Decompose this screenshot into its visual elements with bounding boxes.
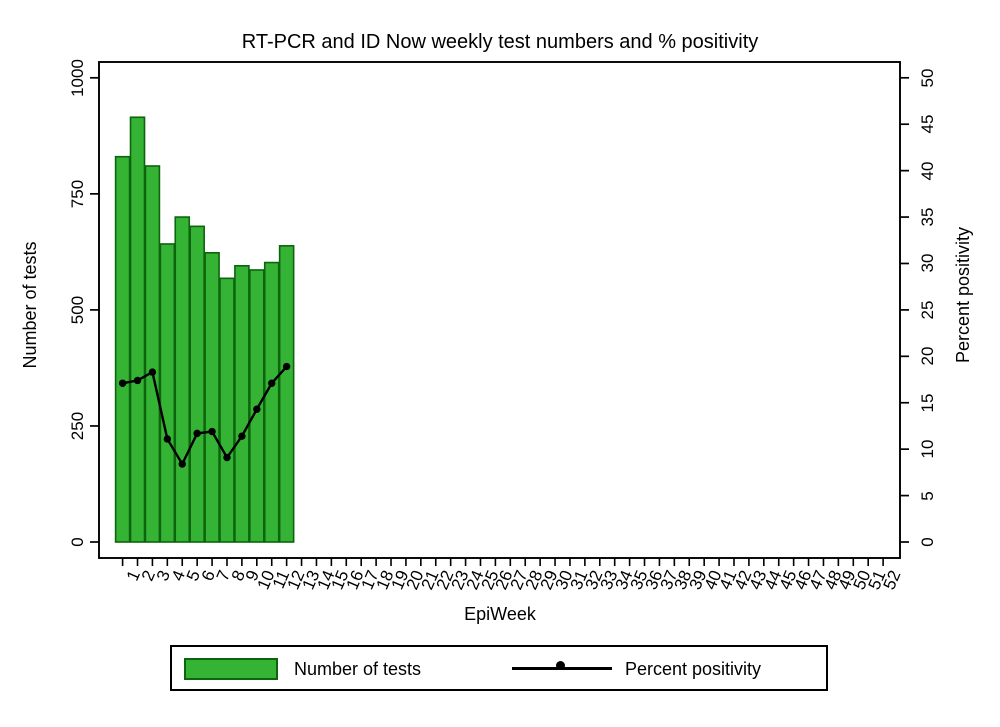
- legend: Number of tests Percent positivity: [170, 645, 828, 691]
- legend-label-number-of-tests: Number of tests: [294, 659, 422, 679]
- bar-week-11: [263, 261, 280, 543]
- positivity-point-week-1: [118, 379, 127, 387]
- positivity-point-week-6: [193, 429, 201, 438]
- legend-label-percent-positivity: Percent positivity: [625, 659, 762, 679]
- positivity-point-week-10: [253, 405, 261, 413]
- bar-week-8: [219, 277, 235, 543]
- bar-week-6: [189, 225, 205, 543]
- bar-week-4: [159, 243, 176, 543]
- bar-week-7: [204, 252, 220, 543]
- legend-line-marker-icon: [556, 661, 565, 670]
- positivity-point-week-5: [178, 460, 186, 468]
- bar-week-5: [174, 216, 191, 543]
- positivity-point-week-3: [148, 368, 157, 376]
- chart-title: RT-PCR and ID Now weekly test numbers an…: [241, 31, 759, 53]
- x-axis-title: EpiWeek: [464, 604, 536, 624]
- positivity-point-week-4: [163, 435, 172, 443]
- positivity-point-week-2: [133, 376, 142, 385]
- bar-week-3: [144, 165, 161, 543]
- positivity-point-week-11: [268, 379, 276, 387]
- plot-border: [98, 61, 901, 559]
- positivity-point-week-9: [238, 432, 246, 440]
- bar-week-1: [114, 155, 131, 543]
- bar-week-9: [234, 265, 250, 543]
- bar-week-2: [129, 116, 146, 543]
- positivity-point-week-7: [208, 427, 216, 436]
- legend-bar-swatch: [184, 658, 278, 680]
- positivity-point-week-12: [282, 362, 291, 371]
- positivity-point-week-8: [223, 453, 231, 462]
- bar-week-12: [278, 245, 295, 543]
